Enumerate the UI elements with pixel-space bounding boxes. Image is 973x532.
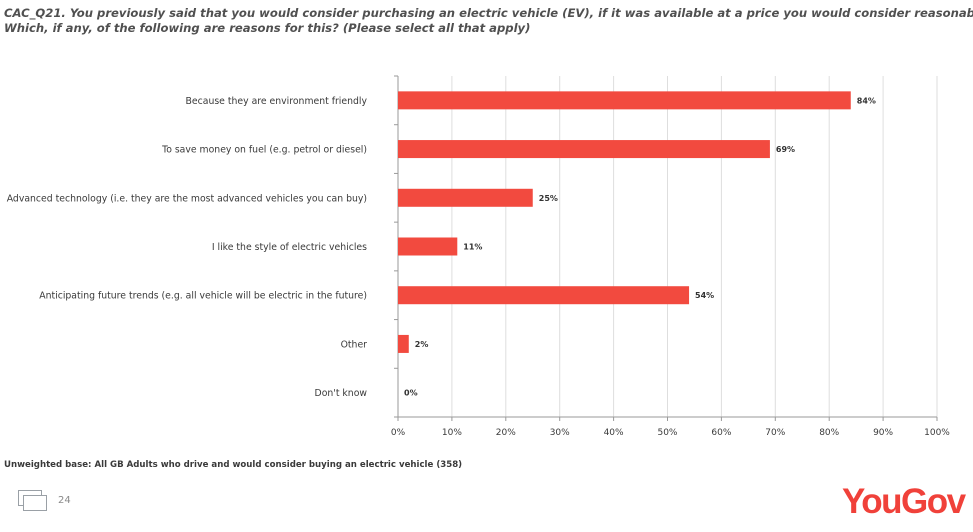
x-tick-label: 0%	[391, 428, 406, 438]
data-label: 0%	[404, 389, 418, 398]
bar-chart: 0% 10% 20% 30% 40% 50% 60% 70% 80% 90% 100% Because…	[7, 75, 950, 438]
data-label: 84%	[857, 96, 876, 105]
bar	[398, 140, 770, 159]
data-label: 54%	[695, 291, 714, 300]
question-line-1: CAC_Q21. You previously said that you wo…	[4, 6, 973, 20]
category-label: Advanced technology (i.e. they are the m…	[7, 193, 367, 204]
slides-icon	[18, 490, 48, 511]
category-label: To save money on fuel (e.g. petrol or di…	[161, 145, 367, 156]
x-tick-label: 50%	[657, 428, 677, 438]
category-label: Don't know	[315, 388, 368, 399]
unweighted-base-note: Unweighted base: All GB Adults who drive…	[4, 460, 463, 470]
data-label: 25%	[539, 194, 558, 203]
category-label: Other	[341, 339, 368, 350]
x-tick-label: 80%	[819, 428, 839, 438]
bar	[398, 188, 533, 207]
yougov-logo: YouGov	[842, 482, 966, 521]
bar	[398, 334, 409, 353]
data-label: 69%	[776, 145, 795, 154]
category-label: Anticipating future trends (e.g. all veh…	[39, 291, 367, 302]
x-tick-label: 10%	[442, 428, 462, 438]
page-number: 24	[58, 494, 71, 506]
x-tick-label: 30%	[550, 428, 570, 438]
x-tick-label: 20%	[496, 428, 516, 438]
x-tick-label: 70%	[765, 428, 785, 438]
data-label: 2%	[415, 340, 429, 349]
question-line-2: Which, if any, of the following are reas…	[4, 21, 531, 35]
bar	[398, 237, 458, 256]
x-tick-label: 90%	[873, 428, 893, 438]
category-label: I like the style of electric vehicles	[212, 242, 367, 253]
x-tick-label: 100%	[924, 428, 950, 438]
page-footer: 24	[18, 490, 71, 511]
category-label: Because they are environment friendly	[186, 96, 368, 107]
x-tick-label: 40%	[604, 428, 624, 438]
x-tick-label: 60%	[711, 428, 731, 438]
data-label: 11%	[463, 243, 482, 252]
bar	[398, 91, 851, 110]
question-text: CAC_Q21. You previously said that you wo…	[4, 6, 973, 36]
bar	[398, 286, 690, 305]
